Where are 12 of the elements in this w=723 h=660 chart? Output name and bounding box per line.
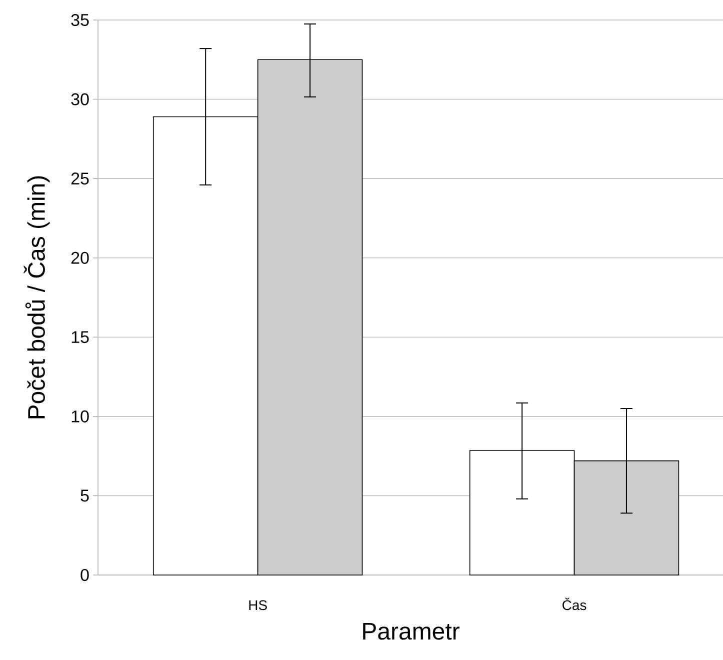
y-tick-label: 30: [71, 93, 89, 106]
y-tick-label: 35: [71, 14, 89, 26]
y-axis-title: Počet bodů / Čas (min): [24, 176, 50, 418]
y-tick-label: 25: [71, 172, 89, 185]
x-tick-label: Čas: [562, 598, 586, 610]
y-tick-label: 15: [72, 331, 89, 344]
y-tick-label: 0: [80, 568, 89, 582]
x-tick-label: HS: [249, 600, 267, 610]
y-tick-label: 10: [72, 410, 89, 422]
y-tick-label: 20: [71, 252, 89, 264]
x-axis-title: Parametr: [363, 622, 460, 640]
y-tick-label: 5: [80, 490, 89, 502]
